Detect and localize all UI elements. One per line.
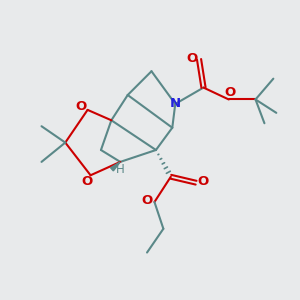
Text: O: O	[198, 175, 209, 188]
Text: N: N	[170, 97, 181, 110]
Polygon shape	[111, 162, 120, 171]
Text: O: O	[224, 86, 236, 99]
Text: H: H	[116, 164, 125, 176]
Text: O: O	[141, 194, 153, 207]
Text: O: O	[81, 175, 93, 188]
Text: O: O	[186, 52, 197, 65]
Text: O: O	[75, 100, 87, 113]
